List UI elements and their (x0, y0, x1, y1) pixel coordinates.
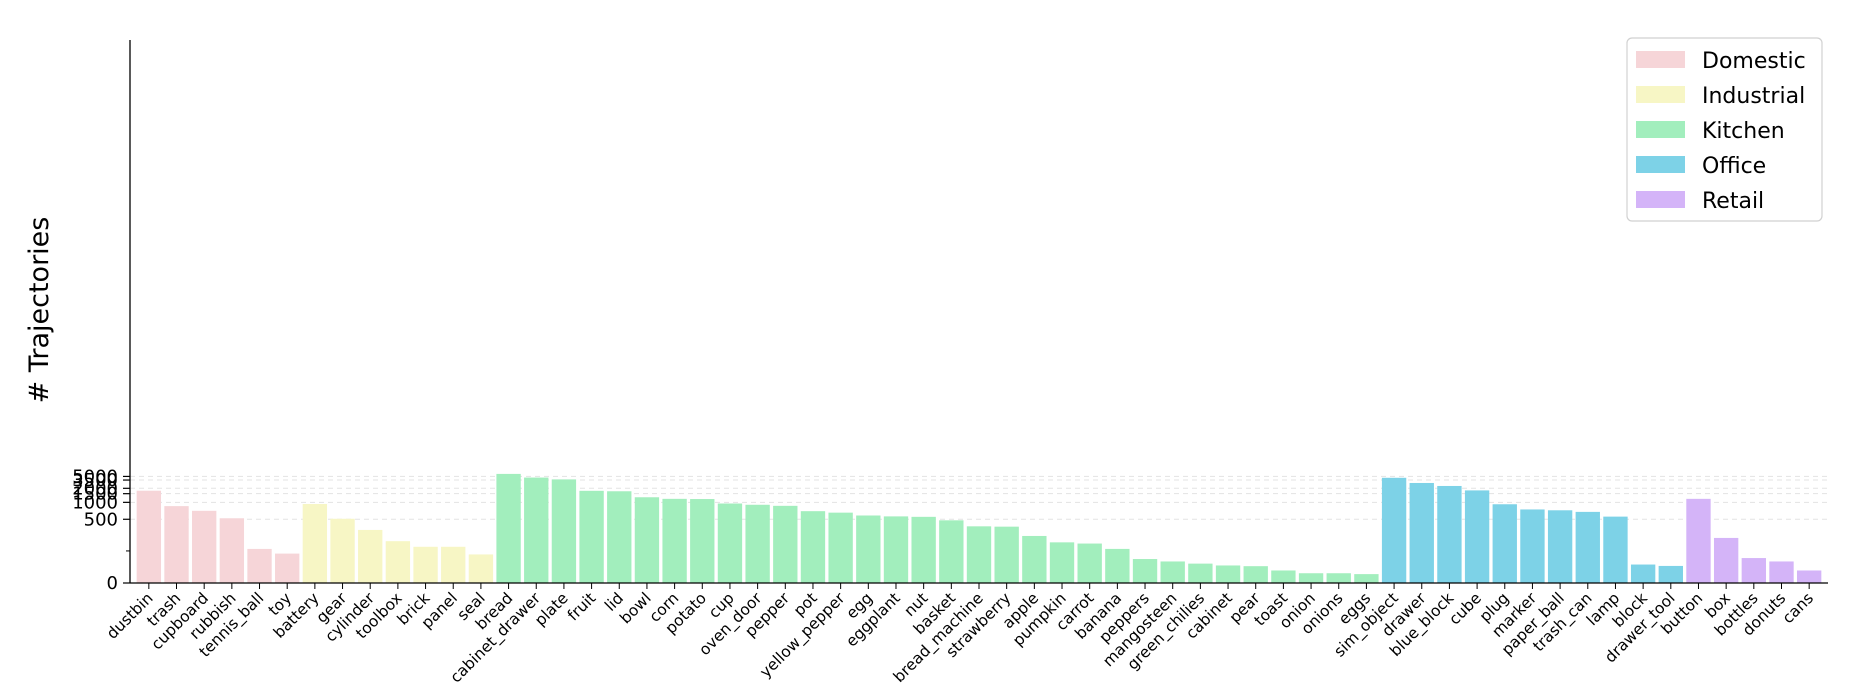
bar-onion (1298, 573, 1324, 583)
bar-cupboard (192, 510, 217, 583)
bar-block (1630, 564, 1656, 583)
bar-cabinet (1215, 565, 1241, 583)
bar-cup (717, 503, 743, 583)
legend-swatch-domestic (1636, 51, 1685, 68)
legend-swatch-retail (1636, 191, 1685, 208)
bar-fruit (579, 490, 604, 583)
bar-green-chilies (1188, 563, 1213, 583)
x-tick-label: fruit (564, 589, 599, 624)
bar-strawberry (994, 526, 1019, 583)
bar-cabinet-drawer (524, 477, 549, 583)
bar-mangosteen (1160, 561, 1185, 583)
bar-toast (1271, 570, 1296, 583)
bar-toolbox (385, 541, 411, 583)
legend-label-office: Office (1702, 154, 1766, 179)
bar-peppers (1132, 559, 1158, 583)
bar-nut (911, 516, 936, 583)
bar-drawer-tool (1658, 565, 1683, 583)
bar-blue-block (1437, 485, 1462, 583)
bar-button (1686, 498, 1711, 583)
bar-lid (607, 491, 632, 583)
legend-swatch-kitchen (1636, 121, 1685, 138)
bar-dustbin (136, 490, 162, 583)
y-tick-label: 1500 (72, 484, 118, 505)
bar-banana (1105, 548, 1130, 583)
y-tick-label: 2000 (72, 478, 118, 499)
bar-paper-ball (1547, 510, 1573, 583)
bar-egg (856, 515, 881, 583)
bar-battery (302, 504, 328, 583)
y-tick-label: 3500 (72, 470, 118, 491)
bar-pumpkin (1049, 542, 1075, 583)
bar-brick (413, 546, 438, 583)
bar-eggplant (883, 516, 909, 583)
legend-box (1626, 37, 1823, 222)
bar-pepper (773, 505, 798, 583)
bar-bottles (1741, 558, 1766, 583)
x-ticks: dustbintrashcupboardrubbishtennis_ballto… (103, 583, 1817, 687)
bar-yellow-pepper (828, 512, 853, 583)
bar-sim-object (1381, 477, 1407, 583)
bar-cylinder (358, 529, 383, 583)
bar-corn (662, 498, 687, 583)
bar-eggs (1354, 574, 1379, 583)
bar-trash (164, 506, 189, 583)
bar-tennis-ball (247, 548, 272, 583)
bar-gear (330, 518, 355, 583)
bar-cube (1464, 490, 1490, 583)
bar-drawer (1409, 482, 1434, 583)
bar-panel (441, 546, 466, 583)
bar-carrot (1077, 543, 1102, 583)
legend: Domestic Industrial Kitchen Office Retail (1626, 37, 1823, 222)
axes (129, 40, 1828, 584)
bar-plate (551, 479, 577, 583)
bar-basket (939, 520, 964, 583)
bars (136, 473, 1822, 583)
bar-pear (1243, 566, 1268, 583)
bar-bread (496, 473, 521, 583)
bar-box (1713, 537, 1739, 583)
bar-rubbish (219, 518, 245, 583)
bar-plug (1492, 504, 1517, 583)
legend-label-industrial: Industrial (1702, 84, 1805, 109)
y-tick-label: 0 (107, 573, 118, 594)
bar-trash-can (1575, 511, 1600, 583)
bar-lamp (1603, 516, 1628, 583)
y-axis-title: # Trajectories (24, 217, 55, 404)
bar-bread-machine (966, 526, 992, 583)
bar-seal (468, 554, 494, 583)
bar-oven-door (745, 504, 770, 583)
bar-marker (1520, 509, 1545, 583)
y-tick-label: 5000 (72, 466, 118, 487)
y-tick-label: 500 (84, 509, 118, 530)
bar-apple (1022, 535, 1047, 583)
y-tick-label: 1000 (72, 492, 118, 513)
bar-donuts (1769, 561, 1794, 583)
bar-potato (690, 499, 715, 583)
legend-label-retail: Retail (1702, 189, 1764, 214)
x-tick-label: cans (1779, 589, 1817, 627)
grid-lines (130, 475, 1828, 520)
x-tick-label: bowl (616, 589, 654, 627)
legend-swatch-office (1636, 156, 1685, 173)
legend-swatch-industrial (1636, 86, 1685, 103)
bar-pot (800, 511, 826, 583)
bar-bowl (634, 497, 660, 583)
bar-onions (1326, 573, 1351, 583)
legend-label-kitchen: Kitchen (1702, 119, 1785, 144)
legend-label-domestic: Domestic (1702, 49, 1806, 74)
bar-toy (275, 553, 300, 583)
bar-cans (1796, 570, 1822, 583)
